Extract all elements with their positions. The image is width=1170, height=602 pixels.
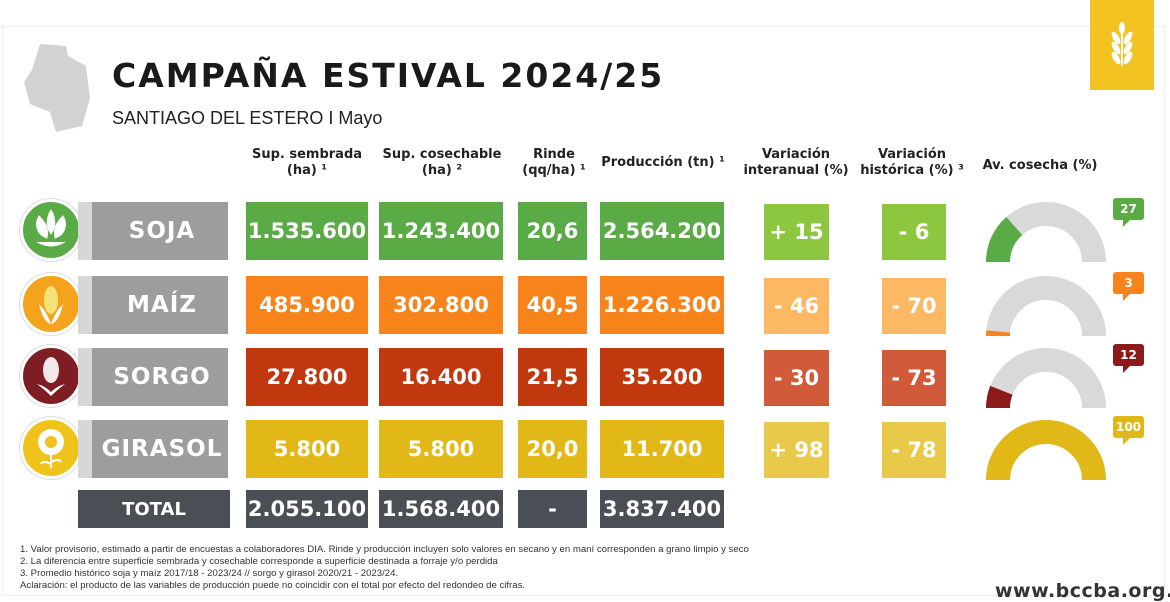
- footnote: Aclaración: el producto de las variables…: [20, 580, 526, 591]
- header-sembrada: Sup. sembrada (ha) ¹: [251, 147, 363, 178]
- total-cosechable: 1.568.400: [379, 490, 503, 528]
- footnotes: 1. Valor provisorio, estimado a partir d…: [20, 544, 749, 592]
- value-produccion: 35.200: [600, 348, 724, 406]
- gauge-track: [986, 276, 1106, 337]
- sunflower-icon: [20, 417, 82, 479]
- harvest-progress-gauge: [986, 276, 1106, 337]
- gauge-track: [986, 348, 1106, 409]
- value-interanual: - 30: [764, 350, 829, 406]
- crop-name: SOJA: [78, 202, 228, 260]
- harvest-progress-badge: 12: [1113, 344, 1144, 373]
- value-rinde: 40,5: [518, 276, 587, 334]
- page-subtitle: SANTIAGO DEL ESTERO I Mayo: [112, 108, 383, 128]
- total-sembrada: 2.055.100: [246, 490, 368, 528]
- harvest-progress-gauge: [986, 348, 1106, 409]
- value-produccion: 1.226.300: [600, 276, 724, 334]
- header-avance: Av. cosecha (%): [982, 158, 1098, 173]
- value-interanual: - 46: [764, 278, 829, 334]
- header-produccion: Producción (tn) ¹: [601, 155, 725, 170]
- value-interanual: + 98: [764, 422, 829, 478]
- website-link[interactable]: www.bccba.org.ar: [995, 580, 1170, 602]
- value-sembrada: 1.535.600: [246, 202, 368, 260]
- crop-name: GIRASOL: [78, 420, 228, 478]
- value-interanual: + 15: [764, 204, 829, 260]
- total-rinde: -: [518, 490, 587, 528]
- harvest-progress-badge: 27: [1113, 198, 1144, 227]
- total-produccion: 3.837.400: [600, 490, 724, 528]
- harvest-progress-gauge: [986, 420, 1106, 481]
- wheat-logo-icon: [1090, 0, 1154, 90]
- santiago-del-estero-map-icon: [24, 44, 90, 132]
- footnote: 1. Valor provisorio, estimado a partir d…: [20, 544, 749, 555]
- corn-icon: [20, 273, 82, 335]
- crop-name: MAÍZ: [78, 276, 228, 334]
- value-sembrada: 27.800: [246, 348, 368, 406]
- crop-name: SORGO: [78, 348, 228, 406]
- value-rinde: 20,6: [518, 202, 587, 260]
- infographic-frame: [2, 26, 1165, 596]
- value-rinde: 20,0: [518, 420, 587, 478]
- value-cosechable: 1.243.400: [379, 202, 503, 260]
- value-historica: - 6: [882, 204, 946, 260]
- header-cosechable: Sup. cosechable (ha) ²: [382, 147, 502, 178]
- gauge-fill: [986, 385, 1013, 409]
- value-historica: - 70: [882, 278, 946, 334]
- soy-leaf-icon: [20, 199, 82, 261]
- sorghum-icon: [20, 345, 82, 407]
- gauge-fill: [986, 216, 1023, 263]
- harvest-progress-badge: 100: [1113, 416, 1144, 445]
- harvest-progress-gauge: [986, 202, 1106, 263]
- total-label: TOTAL: [78, 490, 230, 528]
- header-historica: Variación histórica (%) ³: [860, 147, 964, 178]
- value-cosechable: 302.800: [379, 276, 503, 334]
- footnote: 2. La diferencia entre superficie sembra…: [20, 556, 498, 567]
- gauge-fill: [986, 420, 1106, 481]
- page-title: CAMPAÑA ESTIVAL 2024/25: [112, 56, 665, 95]
- harvest-progress-badge: 3: [1113, 272, 1144, 301]
- value-sembrada: 485.900: [246, 276, 368, 334]
- value-produccion: 11.700: [600, 420, 724, 478]
- value-cosechable: 5.800: [379, 420, 503, 478]
- value-cosechable: 16.400: [379, 348, 503, 406]
- header-interanual: Variación interanual (%): [743, 147, 849, 178]
- value-sembrada: 5.800: [246, 420, 368, 478]
- header-rinde: Rinde (qq/ha) ¹: [522, 147, 586, 178]
- value-historica: - 73: [882, 350, 946, 406]
- value-rinde: 21,5: [518, 348, 587, 406]
- footnote: 3. Promedio histórico soja y maíz 2017/1…: [20, 568, 399, 579]
- value-produccion: 2.564.200: [600, 202, 724, 260]
- value-historica: - 78: [882, 422, 946, 478]
